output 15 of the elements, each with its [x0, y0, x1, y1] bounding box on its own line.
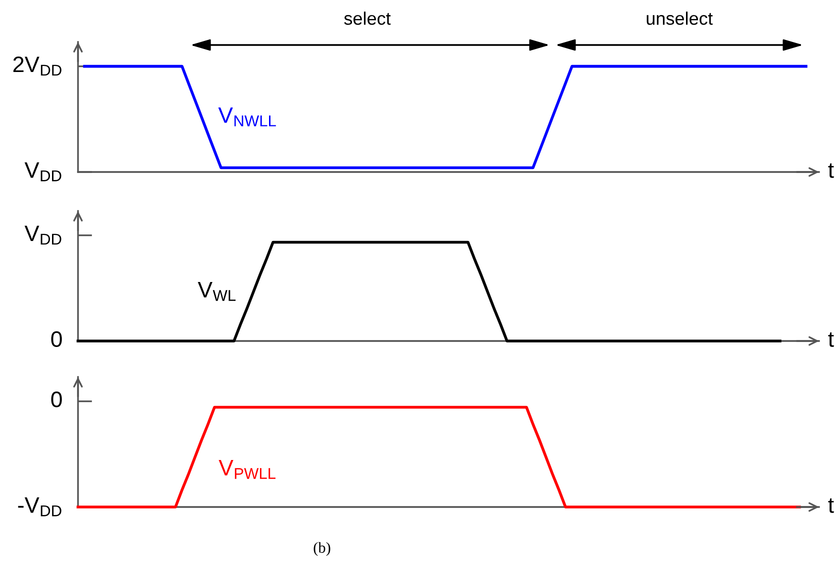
series-label: V$_{PWLL}$ — [218, 460, 276, 479]
x-axis-title: t — [828, 498, 834, 513]
text: V$_{DD}$ — [24, 226, 62, 245]
text: 0 — [51, 392, 62, 408]
series-label: V$_{WL}$ — [198, 282, 236, 301]
text: -V$_{DD}$ — [18, 497, 62, 516]
x-axis-title: t — [828, 332, 834, 347]
text: unselect — [646, 12, 713, 25]
x-axis-title: t — [828, 163, 834, 178]
series-label: V$_{NWLL}$ — [218, 107, 276, 126]
text: V$_{DD}$ — [24, 162, 62, 182]
text: (b) — [314, 542, 330, 556]
text: select — [344, 12, 391, 25]
text: 0 — [51, 331, 62, 347]
text: 2V$_{DD}$ — [13, 56, 62, 76]
